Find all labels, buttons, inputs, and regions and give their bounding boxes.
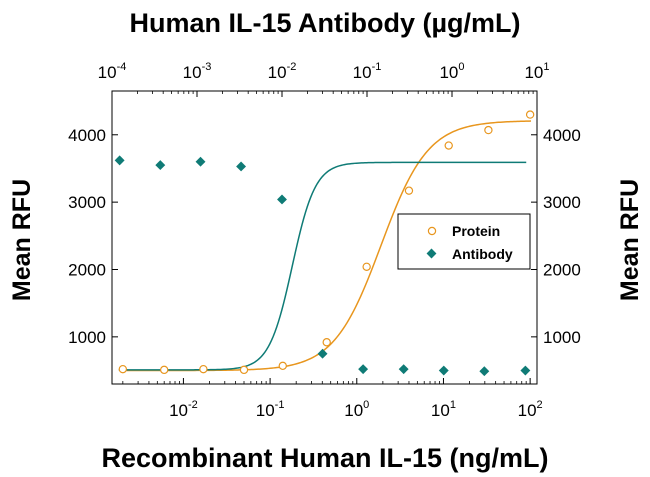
x-tick-label-top: 10-3 — [183, 61, 212, 82]
data-point-protein — [199, 364, 208, 374]
data-point-protein — [322, 338, 331, 347]
y-tick-label-right: 4000 — [543, 126, 581, 145]
x-axis-label: Recombinant Human IL-15 (ng/mL) — [101, 443, 548, 473]
y-tick-label-right: 3000 — [543, 193, 581, 212]
x-tick-label-bottom: 101 — [431, 399, 456, 420]
data-point-antibody — [398, 364, 409, 375]
legend-marker-protein — [427, 226, 437, 236]
x-tick-label-bottom: 10-2 — [169, 399, 198, 420]
data-point-antibody — [155, 160, 166, 171]
y-axis-label-right: Mean RFU — [616, 179, 644, 301]
fit-curves — [118, 120, 532, 372]
legend-label-protein: Protein — [452, 223, 500, 239]
legend-marker-antibody — [426, 248, 437, 259]
data-point-protein — [278, 361, 287, 371]
data-point-antibody — [520, 365, 531, 376]
x-tick-label-bottom: 100 — [344, 399, 369, 420]
data-point-protein — [239, 365, 249, 375]
data-point-protein — [484, 125, 493, 135]
y-tick-label-left: 2000 — [68, 260, 106, 279]
data-point-protein — [404, 186, 414, 195]
legend-box — [397, 213, 531, 270]
y-tick-label-right: 2000 — [543, 260, 581, 279]
data-points — [114, 110, 535, 377]
data-point-protein — [362, 262, 371, 271]
legend: Protein Antibody — [397, 213, 531, 270]
y-tick-label-left: 3000 — [68, 193, 106, 212]
data-point-antibody — [114, 155, 125, 166]
data-point-antibody — [236, 161, 247, 172]
data-point-protein — [525, 110, 535, 119]
legend-label-antibody: Antibody — [452, 246, 513, 262]
x-tick-label-bottom: 102 — [518, 399, 543, 420]
chart-title: Human IL-15 Antibody (µg/mL) — [129, 8, 520, 38]
data-point-protein — [444, 141, 453, 150]
x-tick-label-top: 10-4 — [98, 61, 127, 82]
x-tick-label-bottom: 10-1 — [256, 399, 285, 420]
plot-frame — [111, 90, 538, 385]
data-point-antibody — [195, 156, 206, 167]
data-point-protein — [118, 364, 128, 374]
fit-curve-antibody — [118, 161, 527, 371]
x-tick-label-top: 100 — [439, 61, 464, 82]
axis-ticks: 10-2 10-1 100 101 102 10-4 10-3 10-2 10-1 100 101 1… — [68, 61, 581, 420]
y-axis-label-left: Mean RFU — [8, 179, 36, 301]
data-point-antibody — [277, 194, 287, 205]
x-tick-label-top: 101 — [524, 61, 549, 82]
x-tick-label-top: 10-1 — [353, 61, 382, 82]
data-point-antibody — [438, 365, 449, 376]
x-tick-label-top: 10-2 — [268, 61, 297, 82]
y-tick-label-right: 1000 — [543, 328, 581, 347]
y-tick-label-left: 4000 — [68, 126, 106, 145]
y-tick-label-left: 1000 — [68, 328, 106, 347]
data-point-protein — [159, 365, 169, 375]
data-point-antibody — [317, 348, 328, 359]
data-point-antibody — [479, 366, 490, 377]
data-point-antibody — [358, 364, 369, 375]
